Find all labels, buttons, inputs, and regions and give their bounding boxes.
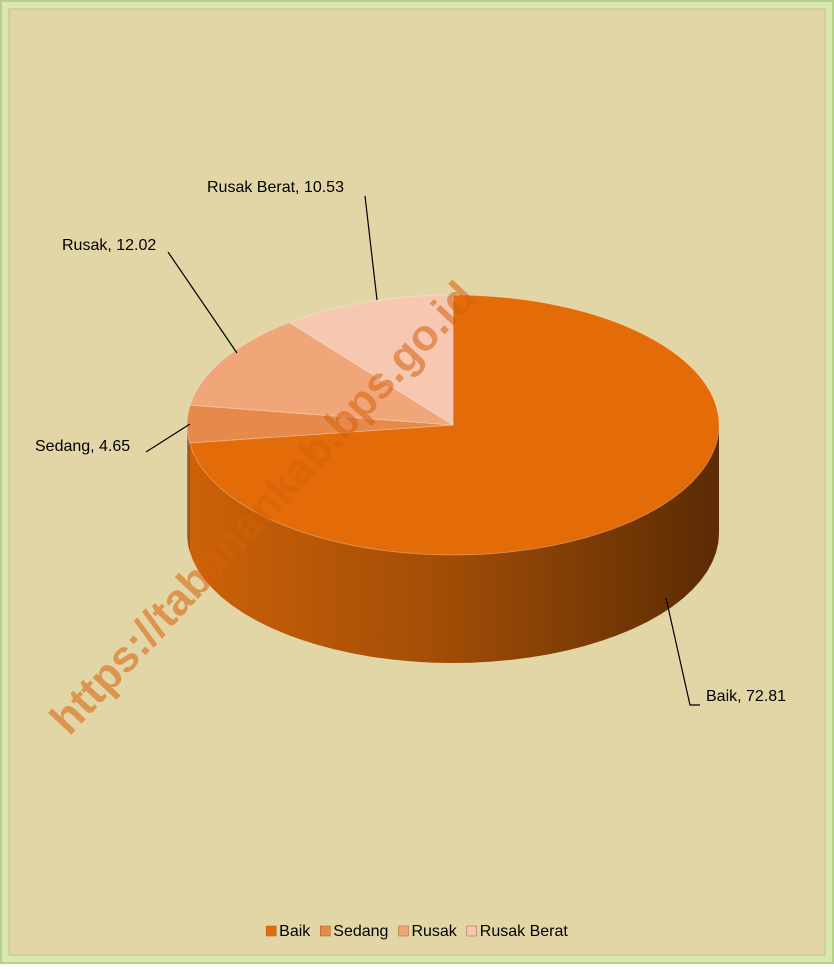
pie-slice <box>188 294 720 556</box>
leader-line <box>364 195 378 301</box>
legend-swatch <box>320 925 331 937</box>
legend-label: Baik <box>279 923 311 940</box>
pie-side-shade <box>189 425 719 663</box>
pie-slice <box>186 404 454 444</box>
data-label: Baik, 72.81 <box>706 688 786 705</box>
leader-line <box>145 423 191 453</box>
legend: Baik Sedang Rusak Rusak Berat <box>265 923 569 940</box>
legend-label: Rusak Berat <box>480 923 569 940</box>
leader-line <box>665 597 700 706</box>
leader-line <box>167 251 238 354</box>
data-label: Rusak Berat, 10.53 <box>207 179 344 196</box>
pie-slice <box>189 321 454 426</box>
legend-swatch <box>466 925 478 937</box>
pie-slice <box>288 294 454 426</box>
data-label: Rusak, 12.02 <box>62 237 156 254</box>
pie-side-shade <box>187 425 190 551</box>
data-label: Sedang, 4.65 <box>35 438 130 455</box>
legend-swatch <box>398 925 409 937</box>
legend-label: Sedang <box>333 923 388 940</box>
legend-swatch <box>265 925 277 937</box>
legend-label: Rusak <box>411 923 457 940</box>
